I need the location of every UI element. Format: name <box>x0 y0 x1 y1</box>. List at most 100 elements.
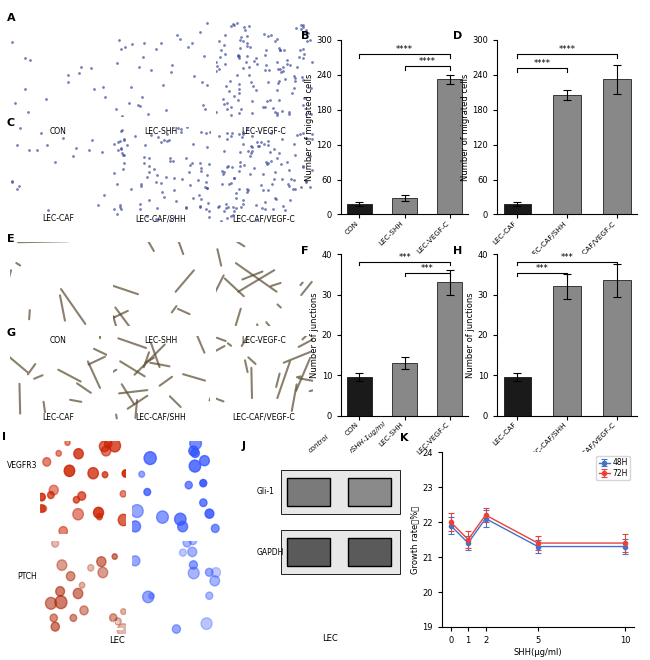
Point <box>137 92 148 103</box>
Point <box>226 211 236 221</box>
Circle shape <box>130 521 140 532</box>
Point <box>304 34 315 45</box>
Point <box>129 131 140 141</box>
Point <box>265 147 275 157</box>
Circle shape <box>201 618 212 630</box>
Text: GAPDH: GAPDH <box>257 548 284 556</box>
Point <box>116 126 126 137</box>
Point <box>258 168 268 179</box>
Point <box>262 96 272 107</box>
Point <box>287 183 298 194</box>
Point <box>198 100 208 110</box>
Point <box>215 216 226 226</box>
Point <box>25 55 36 65</box>
Bar <box>437 282 462 416</box>
Point <box>185 180 195 191</box>
Point <box>188 71 199 81</box>
Point <box>119 150 129 160</box>
Text: LEC-SHH: LEC-SHH <box>144 336 177 345</box>
Point <box>285 195 295 205</box>
Point <box>76 61 86 72</box>
Circle shape <box>191 449 200 457</box>
Circle shape <box>59 527 68 536</box>
Point <box>261 60 271 71</box>
Point <box>306 134 317 145</box>
Point <box>234 108 244 118</box>
Point <box>292 61 302 72</box>
Circle shape <box>102 472 108 478</box>
Point <box>295 129 306 139</box>
Circle shape <box>78 492 86 500</box>
Point <box>243 185 254 195</box>
Text: LEC-CAF/SHH: LEC-CAF/SHH <box>135 413 187 422</box>
Point <box>285 59 295 70</box>
Point <box>219 146 229 156</box>
Text: PTCH: PTCH <box>18 572 38 581</box>
Point <box>164 214 175 225</box>
Bar <box>553 95 581 214</box>
Point <box>218 166 229 177</box>
Point <box>260 102 270 112</box>
Point <box>252 137 263 147</box>
Circle shape <box>122 470 129 477</box>
Point <box>176 127 187 137</box>
Point <box>233 51 243 61</box>
Point <box>87 135 98 145</box>
Point <box>242 41 252 51</box>
Point <box>270 192 280 203</box>
Point <box>204 205 214 216</box>
Point <box>97 147 107 157</box>
Point <box>157 187 167 197</box>
Point <box>283 107 294 117</box>
Point <box>260 65 270 75</box>
Point <box>194 157 205 168</box>
Text: D: D <box>452 31 462 41</box>
Circle shape <box>121 609 126 614</box>
Point <box>188 193 198 203</box>
Point <box>259 139 270 149</box>
Point <box>196 166 206 176</box>
Point <box>49 156 60 167</box>
Point <box>291 22 301 33</box>
Circle shape <box>64 465 75 477</box>
Circle shape <box>51 622 59 631</box>
Point <box>138 151 149 162</box>
Point <box>234 87 244 98</box>
Point <box>227 210 238 220</box>
Point <box>239 127 249 137</box>
Text: B: B <box>301 31 309 41</box>
Point <box>174 34 185 44</box>
Point <box>98 82 108 92</box>
Point <box>221 203 231 213</box>
Point <box>196 193 206 204</box>
Point <box>196 126 206 137</box>
Point <box>114 202 125 213</box>
Point <box>285 174 296 184</box>
Circle shape <box>98 567 108 578</box>
Point <box>195 201 205 211</box>
Point <box>273 77 283 88</box>
Point <box>204 212 214 222</box>
Point <box>215 45 226 55</box>
Point <box>173 123 183 133</box>
Circle shape <box>38 493 46 501</box>
Point <box>196 163 207 174</box>
Point <box>211 66 221 77</box>
Point <box>261 156 271 167</box>
Text: LEC-CAF/VEGF-C: LEC-CAF/VEGF-C <box>233 214 295 223</box>
Point <box>271 194 281 205</box>
Text: ****: **** <box>419 57 436 66</box>
Point <box>233 183 244 194</box>
Point <box>135 204 146 214</box>
Point <box>276 158 286 169</box>
Point <box>73 68 84 79</box>
Point <box>227 201 238 212</box>
Point <box>298 75 308 85</box>
Y-axis label: Number of junctions: Number of junctions <box>310 292 318 378</box>
Point <box>200 51 210 61</box>
Point <box>302 36 312 46</box>
Point <box>202 142 213 152</box>
Text: LEC-CAF: LEC-CAF <box>42 413 74 422</box>
Point <box>296 182 306 193</box>
Circle shape <box>149 593 154 599</box>
